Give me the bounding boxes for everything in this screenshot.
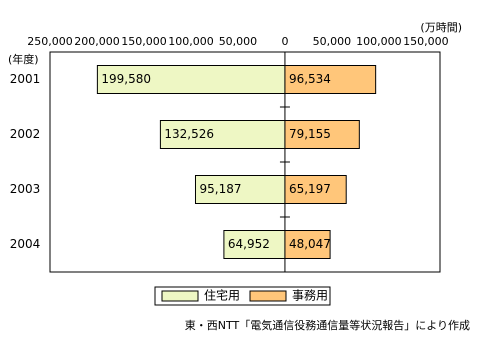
x-tick-label: 200,000 xyxy=(74,35,120,48)
legend-swatch xyxy=(249,290,287,302)
bar xyxy=(284,175,347,204)
x-tick-label: 50,000 xyxy=(313,35,352,48)
y-tick-label: 2002 xyxy=(10,127,41,141)
value-label: 199,580 xyxy=(101,72,151,86)
unit-label: (万時間) xyxy=(420,21,462,34)
x-tick-label: 0 xyxy=(281,35,288,48)
x-tick-label: 50,000 xyxy=(219,35,258,48)
y-tick-label: 2001 xyxy=(10,72,41,86)
bar xyxy=(284,230,331,259)
bar xyxy=(96,65,286,94)
legend-label: 住宅用 xyxy=(204,288,240,303)
bar xyxy=(159,120,286,149)
x-tick-label: 100,000 xyxy=(168,35,214,48)
bar xyxy=(284,120,360,149)
legend-label: 事務用 xyxy=(292,289,328,303)
y-axis-title: (年度) xyxy=(8,52,39,66)
x-tick-label: 250,000 xyxy=(27,35,73,48)
x-tick-label: 100,000 xyxy=(356,35,402,48)
x-tick-label: 150,000 xyxy=(121,35,167,48)
y-tick-label: 2003 xyxy=(10,182,41,196)
value-label: 132,526 xyxy=(164,127,214,141)
x-tick-label: 150,000 xyxy=(403,35,449,48)
value-label: 95,187 xyxy=(199,182,241,196)
bar xyxy=(194,175,286,204)
value-label: 79,155 xyxy=(289,127,331,141)
value-label: 48,047 xyxy=(289,237,331,251)
bar xyxy=(284,65,377,94)
value-label: 96,534 xyxy=(289,72,331,86)
value-label: 64,952 xyxy=(228,237,270,251)
y-tick-label: 2004 xyxy=(10,237,41,251)
source-note: 東・西NTT「電気通信役務通信量等状況報告」により作成 xyxy=(185,318,470,332)
plot-frame xyxy=(49,51,441,273)
legend-swatch xyxy=(161,290,199,302)
value-label: 65,197 xyxy=(289,182,331,196)
